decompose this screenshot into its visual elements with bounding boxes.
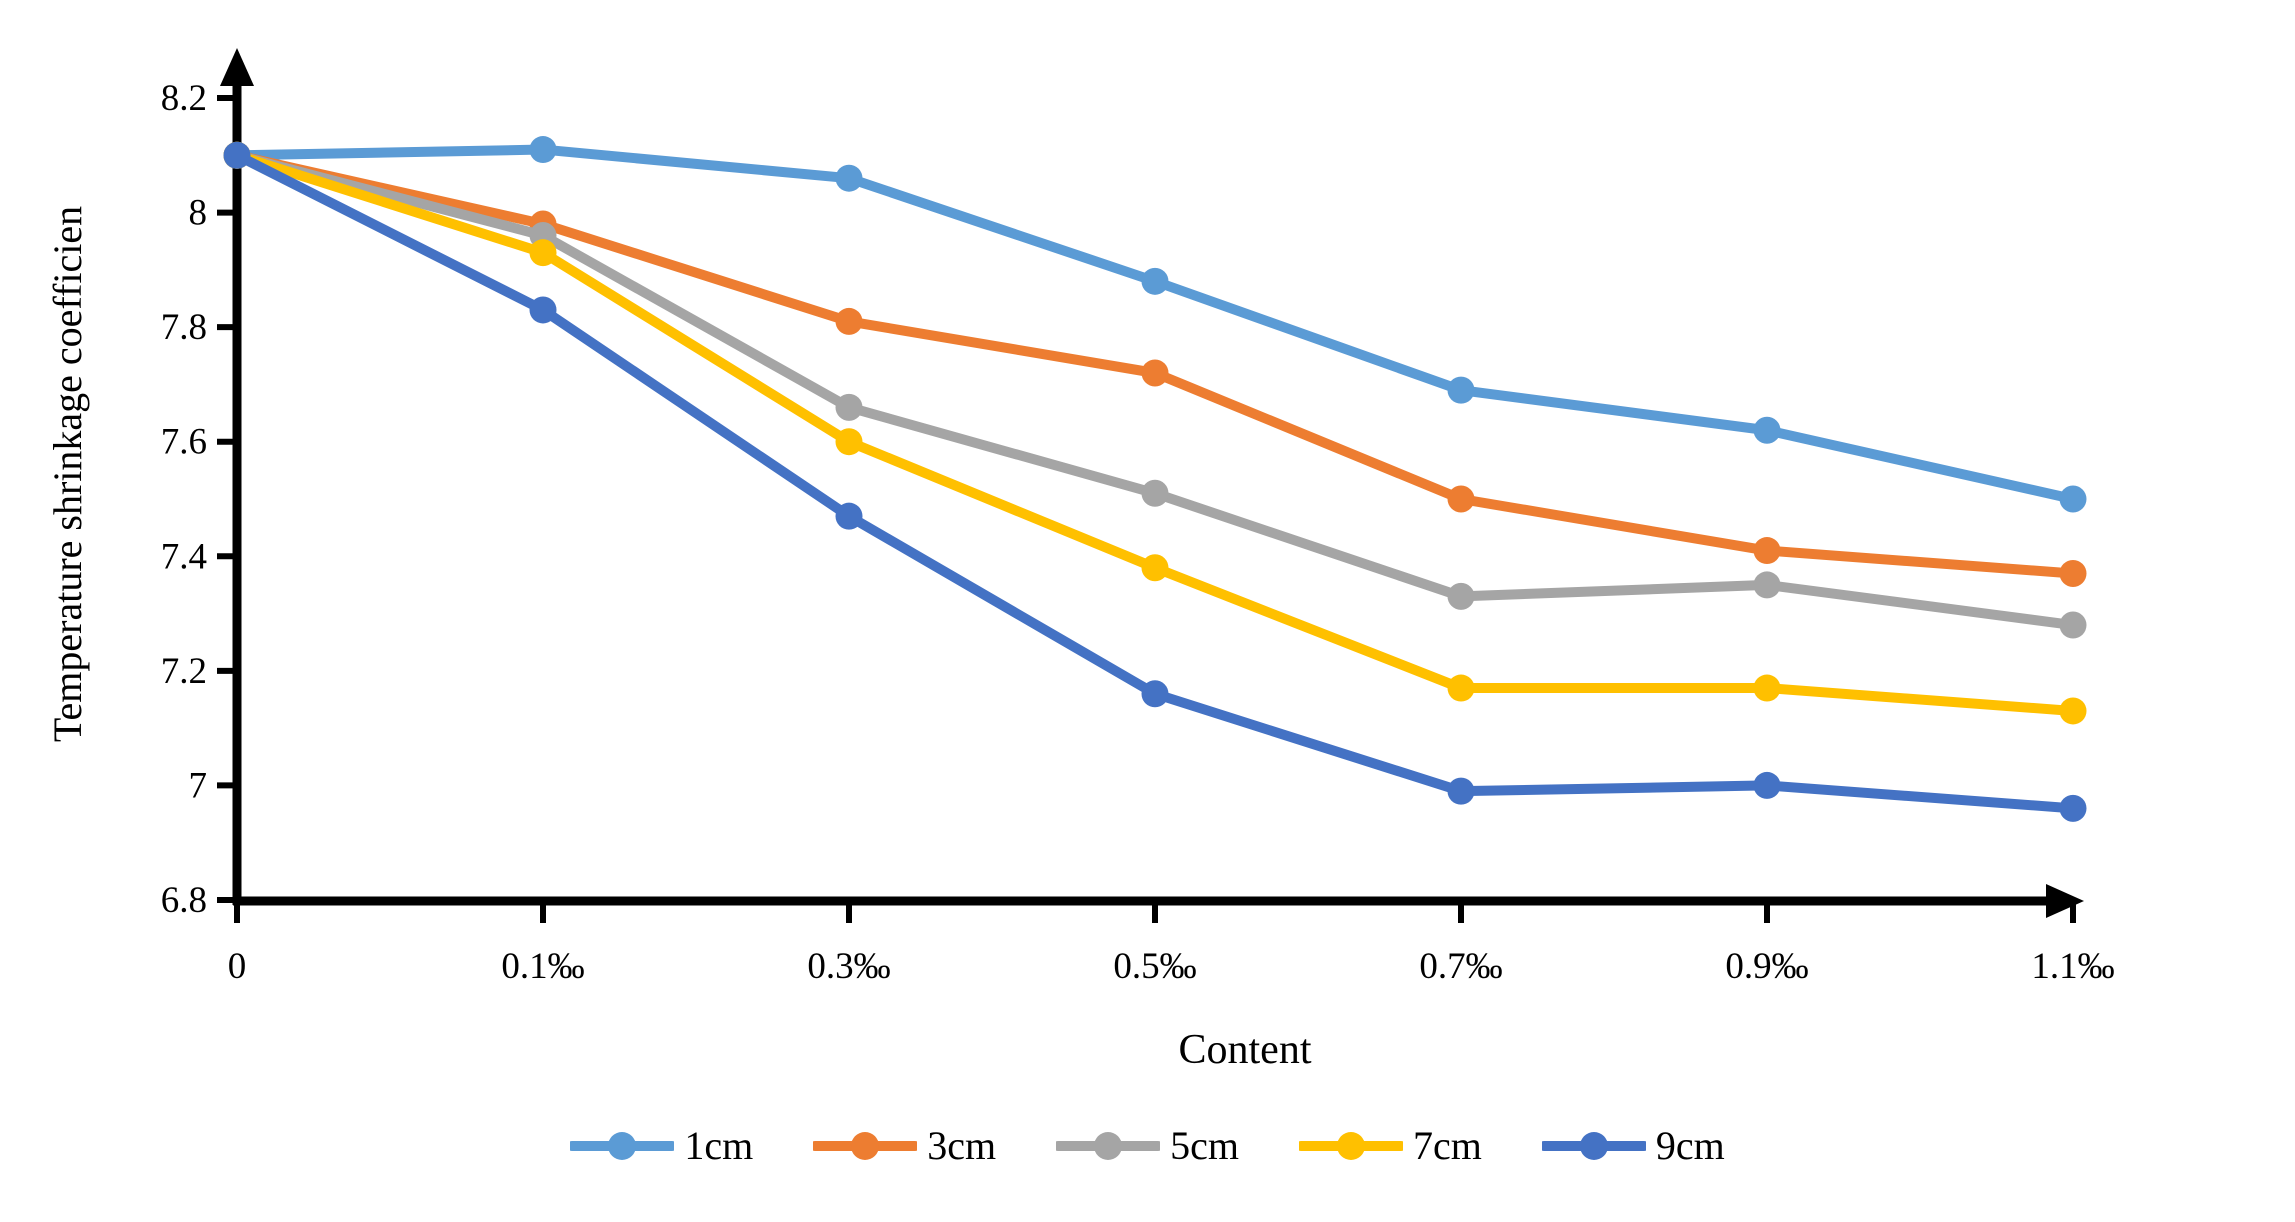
legend-label: 9cm: [1655, 1123, 1725, 1168]
series-marker-1cm: [1753, 416, 1781, 444]
y-tick-label: 7.2: [161, 651, 207, 692]
series-marker-7cm: [1753, 674, 1781, 702]
series-marker-5cm: [1141, 479, 1169, 507]
x-axis-arrowhead: [2046, 884, 2084, 918]
x-tick-label: 0.3‰: [807, 946, 890, 987]
series-marker-1cm: [2059, 485, 2087, 513]
y-tick-label: 6.8: [161, 880, 207, 921]
y-tick-label: 7.8: [161, 307, 207, 348]
series-marker-9cm: [2059, 794, 2087, 822]
legend-marker-icon: [813, 1131, 918, 1160]
y-axis-title: Temperature shrinkage coefficien: [45, 205, 90, 743]
series-marker-7cm: [835, 428, 863, 456]
x-axis-title: Content: [1178, 1027, 1312, 1073]
legend-marker-icon: [1298, 1131, 1403, 1160]
legend-marker-icon: [570, 1131, 675, 1160]
legend-item-5cm: 5cm: [1056, 1122, 1239, 1169]
legend-label: 1cm: [684, 1123, 754, 1168]
y-tick-label: 7.6: [161, 422, 207, 463]
x-tick-label: 0.1‰: [501, 946, 584, 987]
series-marker-3cm: [835, 307, 863, 335]
series-marker-9cm: [1753, 771, 1781, 799]
series-marker-9cm: [835, 502, 863, 530]
series-marker-3cm: [1447, 485, 1475, 513]
series-3cm: [223, 141, 2087, 587]
x-tick-label: 1.1‰: [2031, 946, 2114, 987]
y-axis-arrowhead: [220, 48, 254, 86]
x-tick-label: 0.9‰: [1725, 946, 1808, 987]
series-marker-7cm: [1447, 674, 1475, 702]
series-marker-3cm: [1141, 359, 1169, 387]
legend-item-9cm: 9cm: [1541, 1122, 1725, 1169]
series-marker-9cm: [223, 141, 251, 169]
series-marker-3cm: [1753, 537, 1781, 565]
legend-label: 3cm: [927, 1123, 997, 1168]
x-tick-label: 0: [228, 946, 247, 987]
series-marker-7cm: [529, 239, 557, 267]
x-tick-label: 0.7‰: [1419, 946, 1502, 987]
legend-item-3cm: 3cm: [813, 1122, 996, 1169]
series-marker-9cm: [1141, 680, 1169, 708]
legend-label: 5cm: [1170, 1123, 1239, 1168]
series-marker-9cm: [1447, 777, 1475, 805]
series-marker-1cm: [1447, 376, 1475, 404]
legend-marker-icon: [1541, 1131, 1646, 1160]
x-tick-label: 0.5‰: [1113, 946, 1196, 987]
series-marker-5cm: [1753, 571, 1781, 599]
y-tick-label: 8.2: [161, 78, 207, 119]
series-marker-5cm: [1447, 582, 1475, 610]
series-marker-9cm: [529, 296, 557, 324]
series-marker-7cm: [1141, 554, 1169, 582]
series-marker-1cm: [529, 136, 557, 164]
series-marker-5cm: [2059, 611, 2087, 639]
legend-item-7cm: 7cm: [1298, 1122, 1482, 1169]
legend-label: 7cm: [1412, 1123, 1482, 1168]
series-marker-1cm: [1141, 267, 1169, 295]
series-marker-1cm: [835, 164, 863, 192]
series-9cm: [223, 141, 2087, 822]
series-marker-7cm: [2059, 697, 2087, 725]
legend-marker-icon: [1056, 1131, 1161, 1160]
legend: 1cm 3cm 5cm 7cm 9cm: [0, 1122, 2295, 1169]
series-marker-3cm: [2059, 559, 2087, 587]
series-marker-5cm: [835, 393, 863, 421]
series-1cm: [223, 136, 2087, 513]
y-tick-label: 7.4: [161, 536, 207, 577]
y-tick-label: 8: [189, 193, 208, 234]
legend-item-1cm: 1cm: [570, 1122, 753, 1169]
series-line-1cm: [232, 144, 2078, 504]
y-tick-label: 7: [189, 765, 208, 806]
